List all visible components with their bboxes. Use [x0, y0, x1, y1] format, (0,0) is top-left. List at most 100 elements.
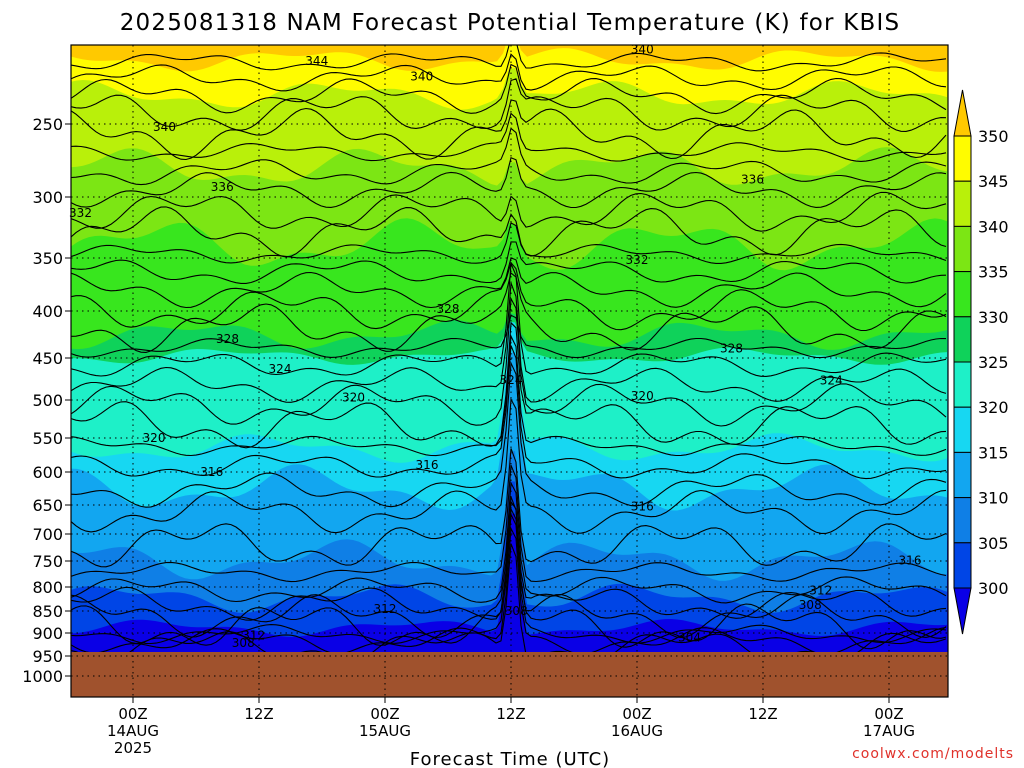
y-tick-label: 600: [32, 463, 63, 482]
colorbar-arrow-top: [953, 89, 972, 137]
contour-line: [71, 334, 947, 457]
x-axis-label: Forecast Time (UTC): [410, 749, 610, 768]
y-tick-label: 750: [32, 552, 63, 571]
contour-label: 308: [799, 598, 822, 612]
contour-label: 328: [437, 302, 460, 316]
contour-line: [71, 53, 947, 92]
contour-line: [71, 314, 947, 359]
contour-line: [71, 321, 947, 449]
contour-label-text: 332: [69, 206, 92, 220]
contour-label: 324: [500, 373, 523, 387]
colorbar-arrow-bottom: [953, 587, 972, 635]
contour-line: [71, 397, 947, 534]
contour-label-text: 336: [741, 172, 764, 186]
contour-label: 316: [899, 553, 922, 567]
colorbar-segment: [953, 451, 972, 499]
contour-label: 312: [374, 602, 397, 616]
contour-label: 340: [153, 120, 176, 134]
contour-line: [71, 282, 947, 403]
y-tick-label: 700: [32, 525, 63, 544]
colorbar: 300 305 310 315 320 325 330 335 340 345 350: [953, 89, 1009, 635]
contour-label: 312: [242, 628, 265, 642]
contour-label: 332: [626, 253, 649, 267]
credit-link[interactable]: coolwx.com/modelts: [852, 746, 1014, 762]
contour-line: [71, 78, 947, 132]
colorbar-label: 345: [978, 172, 1009, 191]
grid-lines: [71, 45, 948, 697]
contour-label: 332: [69, 206, 92, 220]
colorbar-label: 340: [978, 217, 1009, 236]
colorbar-segment: [953, 361, 972, 408]
colorbar-label: 325: [978, 353, 1009, 372]
contour-line: [71, 361, 947, 508]
y-tick-label: 800: [32, 578, 63, 597]
colorbar-label: 315: [978, 443, 1009, 462]
contour-label: 316: [200, 465, 223, 479]
x-tick-label: 00Z: [874, 705, 903, 723]
contour-line: [71, 257, 947, 309]
contour-label-text: 324: [820, 374, 843, 388]
contour-line: [71, 99, 947, 161]
contour-label: 344: [305, 54, 328, 68]
contour-label: 320: [342, 390, 365, 404]
colorbar-segment: [953, 271, 972, 318]
x-tick-label: 2025: [114, 739, 152, 757]
contour-label-text: 308: [505, 604, 528, 618]
contour-line: [71, 191, 947, 232]
x-tick-label: 12Z: [244, 705, 273, 723]
terrain-ground: [71, 652, 948, 697]
y-axis: 250 300 350 400 450 500 550 600 650 700 750 800 850 9…: [22, 115, 71, 686]
contour-line: [71, 464, 947, 583]
y-tick-label: 650: [32, 496, 63, 515]
contour-label-text: 328: [216, 332, 239, 346]
y-tick-label: 1000: [22, 667, 63, 686]
contour-label: 336: [741, 172, 764, 186]
colorbar-label: 320: [978, 398, 1009, 417]
y-tick-label: 950: [32, 647, 63, 666]
contour-line: [71, 543, 947, 664]
contour-label-text: 308: [232, 636, 255, 650]
contour-label-text: 312: [809, 583, 832, 597]
contour-line: [71, 263, 947, 377]
contour-label-text: 332: [626, 253, 649, 267]
x-tick-label: 00Z: [370, 705, 399, 723]
colorbar-segment: [953, 225, 972, 273]
contour-label-text: 340: [153, 120, 176, 134]
contour-label: 340: [631, 43, 654, 57]
contour-label: 316: [416, 458, 439, 472]
isentrope-contours: [71, 45, 947, 664]
y-tick-label: 900: [32, 624, 63, 643]
contour-line: [71, 261, 947, 332]
x-tick-label: 12Z: [748, 705, 777, 723]
colorbar-segment: [953, 406, 972, 453]
x-tick-label: 16AUG: [611, 722, 663, 740]
colorbar-label: 300: [978, 579, 1009, 598]
contour-label-text: 312: [242, 628, 265, 642]
contour-label-text: 344: [305, 54, 328, 68]
contour-label: 340: [410, 70, 433, 84]
contour-label: 328: [720, 342, 743, 356]
contour-line: [71, 526, 947, 656]
contour-label: 336: [211, 180, 234, 194]
contour-line: [71, 512, 947, 645]
colorbar-label: 330: [978, 308, 1009, 327]
contour-line: [71, 448, 947, 568]
contour-label: 320: [631, 389, 654, 403]
contour-label-text: 304: [678, 631, 701, 645]
colorbar-segment: [953, 316, 972, 363]
contour-label-text: 316: [416, 458, 439, 472]
contour-line: [71, 241, 947, 284]
y-tick-label: 350: [32, 249, 63, 268]
contour-label: 324: [820, 374, 843, 388]
colorbar-segment: [953, 180, 972, 227]
colorbar-label: 305: [978, 534, 1009, 553]
contour-label-text: 320: [143, 431, 166, 445]
fill-band: [71, 45, 948, 72]
y-tick-label: 500: [32, 391, 63, 410]
x-tick-label: 00Z: [622, 705, 651, 723]
contour-line: [71, 63, 947, 115]
y-tick-label: 550: [32, 429, 63, 448]
x-tick-label: 14AUG: [107, 722, 159, 740]
